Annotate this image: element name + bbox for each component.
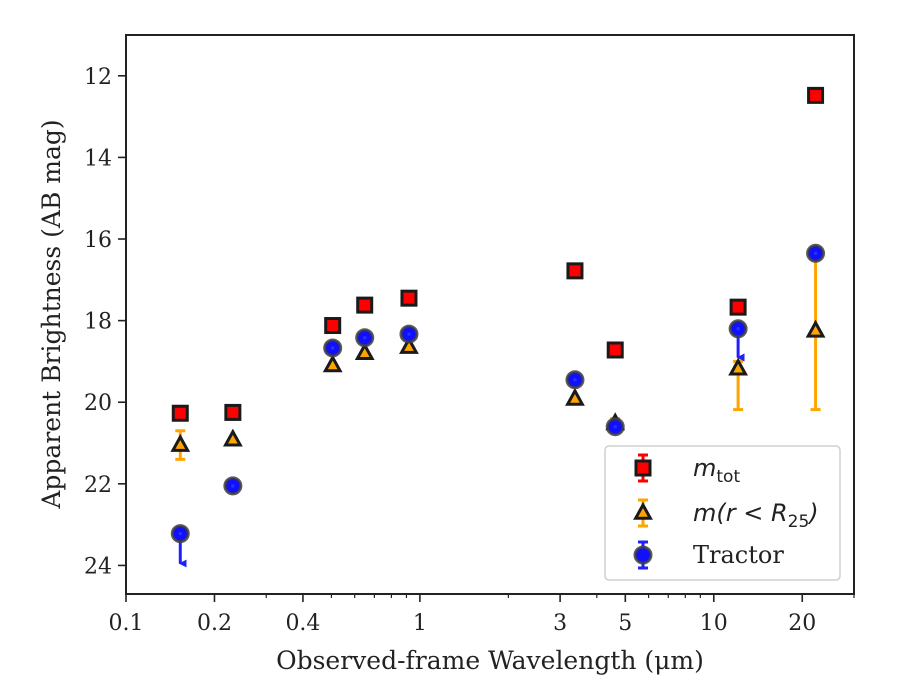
legend-box [604, 445, 841, 581]
data-point-center [613, 425, 617, 429]
data-point-center [573, 378, 577, 382]
data-point-mtot [224, 403, 242, 421]
x-tick-label: 0.1 [109, 611, 144, 636]
data-point-center [231, 484, 235, 488]
data-point-mr25 [565, 387, 585, 406]
data-point-mr25 [354, 342, 375, 361]
legend-label-text: Tractor [693, 541, 784, 569]
x-tick-label: 0.4 [285, 611, 320, 636]
data-point-mtot [807, 86, 825, 104]
data-point-center [814, 251, 818, 255]
x-axis-label: Observed-frame Wavelength (μm) [276, 646, 704, 675]
data-point-mr25 [728, 357, 749, 376]
data-point-mr25 [170, 433, 191, 452]
legend-label-math: m(r < R [693, 499, 788, 527]
data-point-mr25 [322, 354, 343, 373]
x-tick-label: 1 [413, 611, 427, 636]
data-point-center [407, 332, 411, 336]
y-tick-label: 14 [84, 146, 112, 171]
x-tick-label: 20 [788, 611, 816, 636]
plot-frame [125, 34, 855, 595]
legend-label-subscript: 25 [788, 512, 810, 532]
data-point-mtot [729, 298, 747, 316]
data-point-mtot [400, 289, 418, 307]
data-point-center [363, 336, 367, 340]
x-tick-label: 10 [700, 611, 728, 636]
y-tick-label: 12 [84, 65, 112, 90]
legend: mtot m(r < R25) Tractor [604, 445, 841, 581]
data-point-center [736, 327, 740, 331]
y-tick-label: 20 [84, 391, 112, 416]
legend-marker [634, 459, 652, 477]
data-point-mr25 [399, 335, 419, 354]
legend-label: m(r < R25) [693, 499, 819, 532]
data-point-mtot [171, 404, 189, 422]
y-tick-label: 22 [84, 473, 112, 498]
legend-label-subscript: tot [716, 467, 740, 487]
data-point-mtot [566, 262, 584, 280]
data-point-mtot [356, 296, 374, 314]
data-point-mr25 [222, 428, 243, 447]
data-point-center [178, 532, 182, 536]
x-tick-label: 0.2 [197, 611, 232, 636]
legend-label-tail: ) [807, 499, 818, 527]
x-tick-label: 3 [553, 611, 567, 636]
y-tick-label: 16 [84, 228, 112, 253]
data-point-mtot [324, 317, 342, 335]
legend-items: mtot m(r < R25) Tractor [633, 453, 819, 570]
legend-label: Tractor [693, 541, 784, 569]
legend-marker [633, 501, 653, 520]
y-tick-label: 24 [84, 554, 112, 579]
legend-label-math: m [693, 454, 716, 482]
ticks-layer: 0.1 0.2 0.4 1 3 5 10 20 12 14 16 18 20 22 24 [84, 65, 855, 636]
markers [170, 86, 826, 544]
data-point-mtot [606, 341, 624, 359]
x-tick-label: 5 [618, 611, 632, 636]
legend-marker [633, 545, 653, 565]
y-tick-label: 18 [84, 310, 112, 335]
data-point-center [331, 346, 335, 350]
legend-label: mtot [693, 454, 740, 487]
y-axis-label: Apparent Brightness (AB mag) [37, 119, 66, 509]
data-point-mr25 [805, 319, 826, 338]
